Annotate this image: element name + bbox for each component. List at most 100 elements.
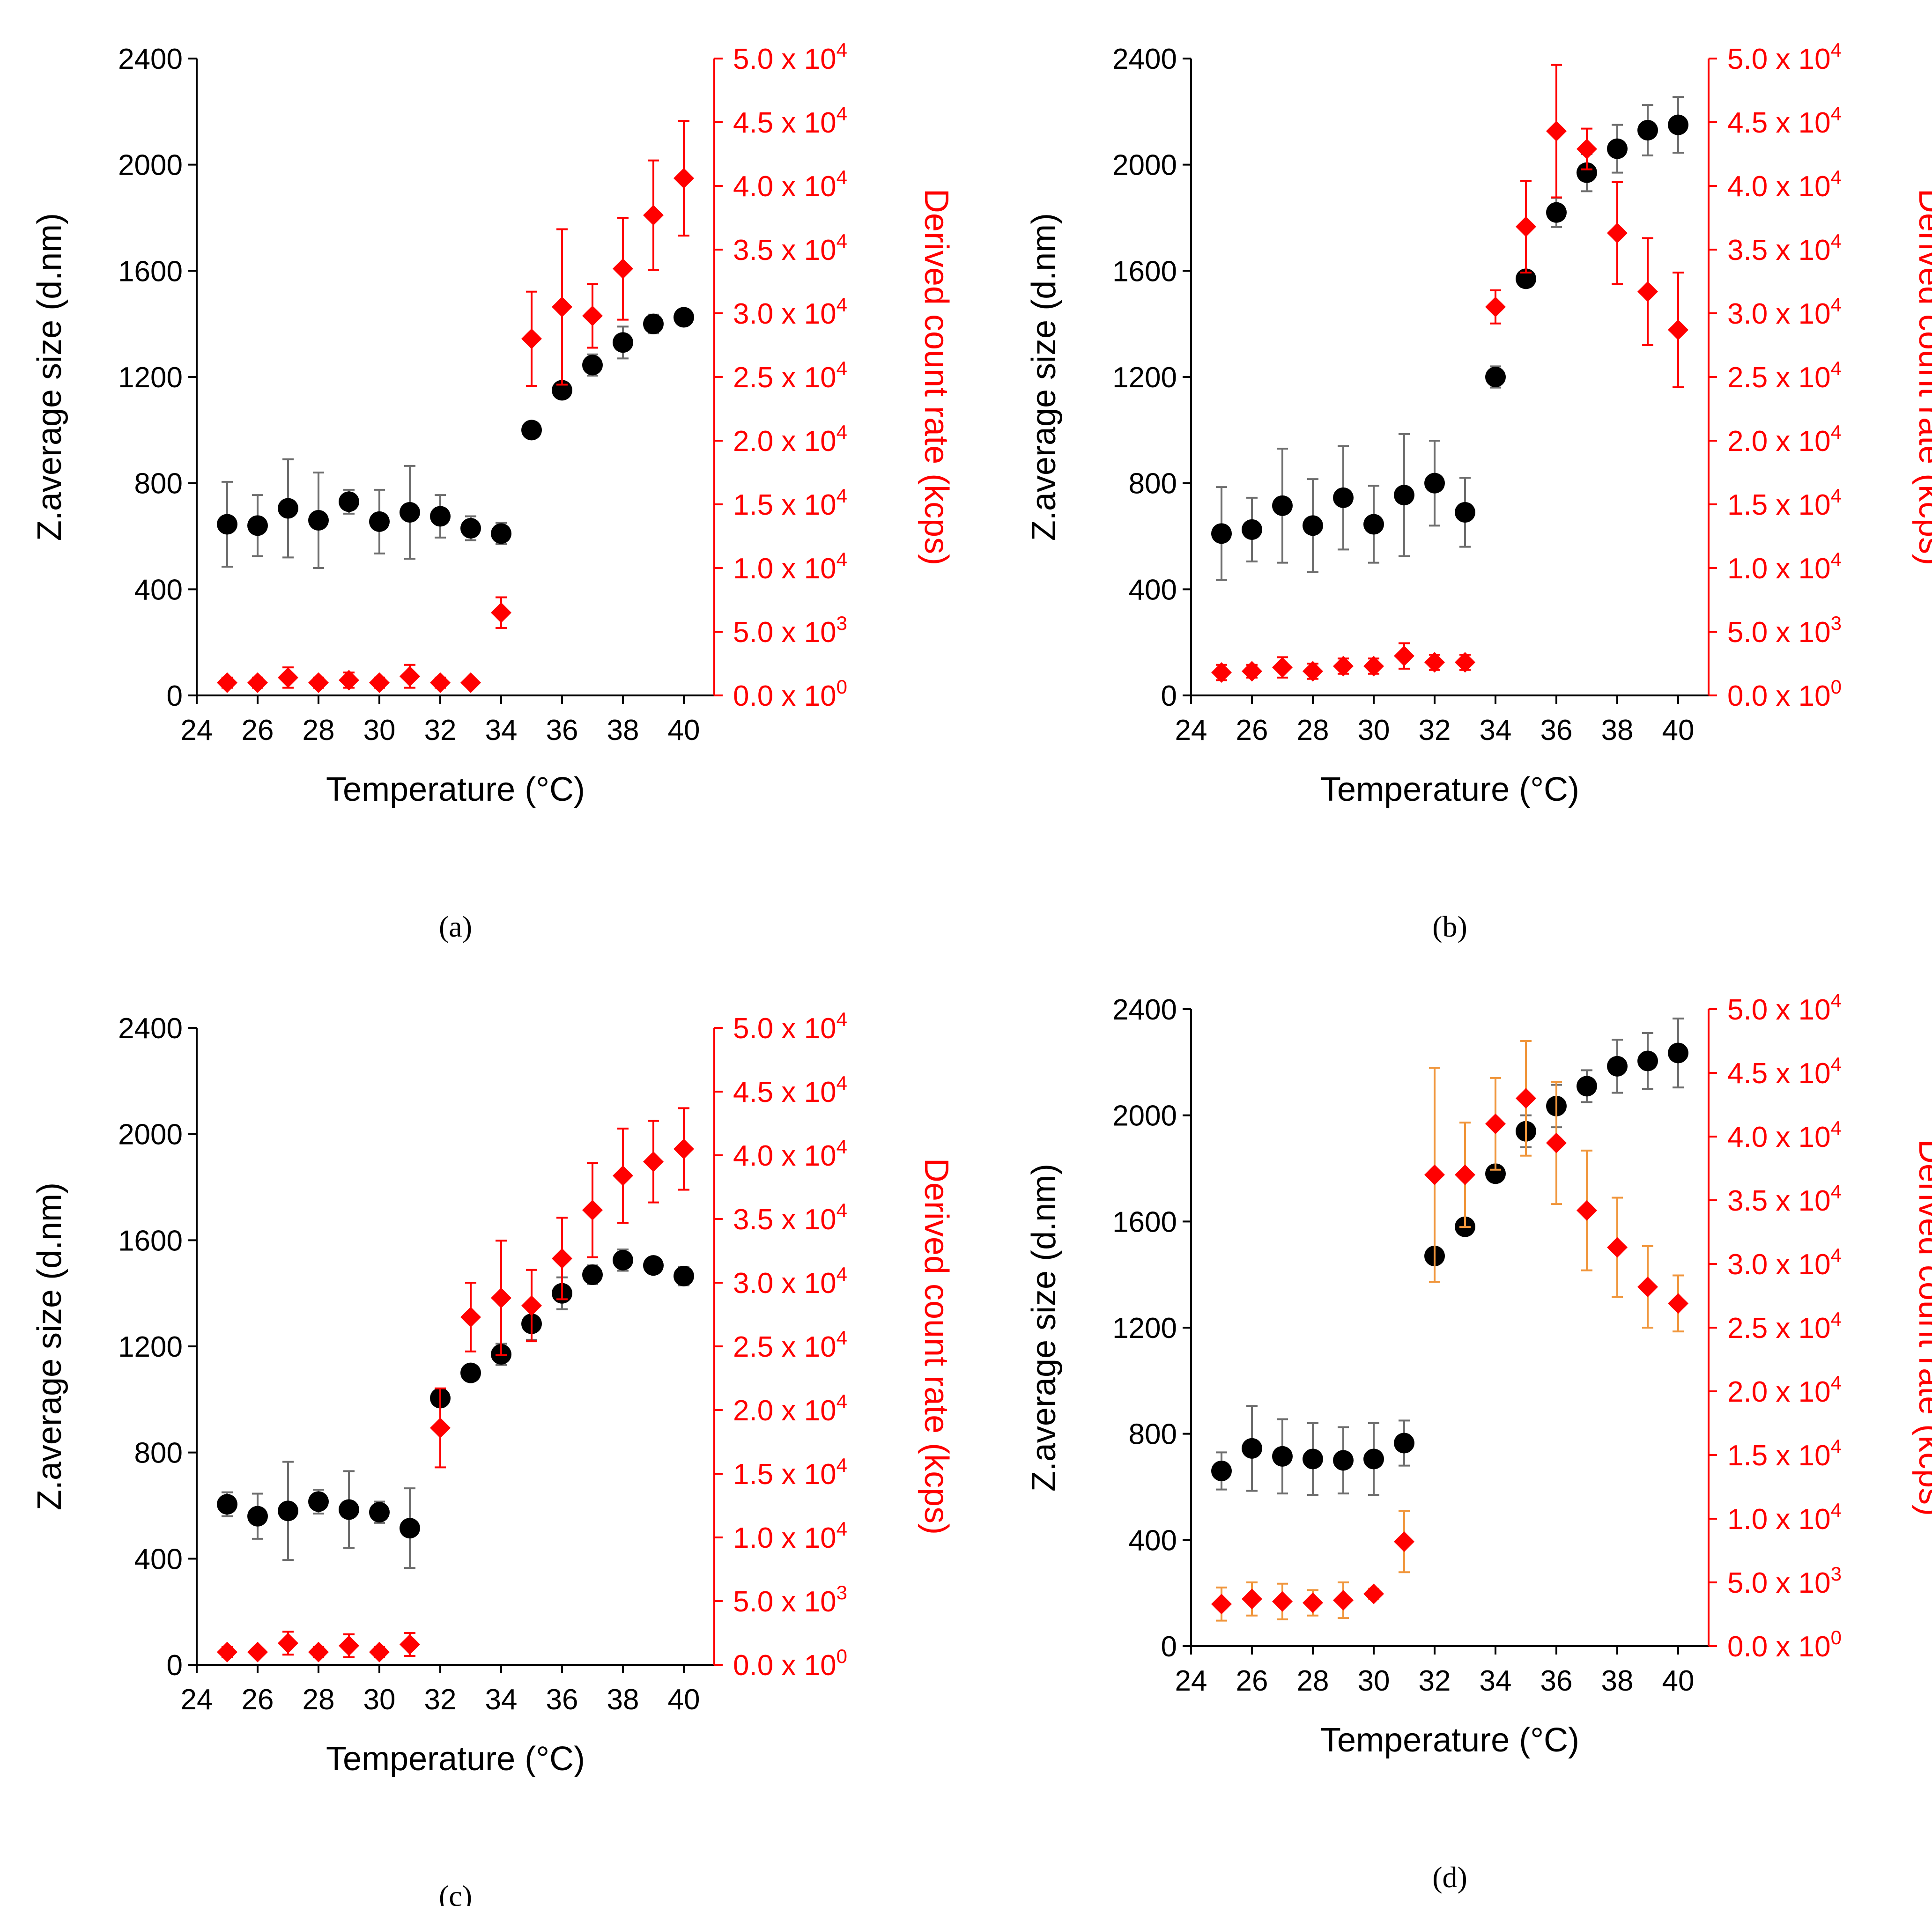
y2-tick-label: 2.5 x 104 xyxy=(1727,357,1842,394)
count-point xyxy=(1668,1293,1688,1314)
count-point xyxy=(1668,319,1688,340)
y2-tick-exponent: 4 xyxy=(836,39,847,61)
y-tick-label: 400 xyxy=(1129,574,1177,606)
x-tick-label: 28 xyxy=(303,1684,335,1716)
y2-tick-exponent: 4 xyxy=(1831,294,1842,316)
count-point xyxy=(643,1151,664,1172)
size-point xyxy=(1363,1448,1384,1470)
y2-tick-exponent: 4 xyxy=(1831,103,1842,125)
count-point xyxy=(278,667,298,688)
count-point xyxy=(430,1418,451,1439)
count-point xyxy=(1424,1164,1445,1185)
y2-tick-label: 2.0 x 104 xyxy=(1727,421,1842,458)
y2-tick-exponent: 4 xyxy=(836,1390,847,1412)
size-point xyxy=(1211,523,1232,544)
count-point xyxy=(1485,296,1506,318)
y2-tick-label: 1.0 x 104 xyxy=(733,1518,847,1554)
size-point xyxy=(460,1362,481,1383)
size-point xyxy=(643,313,664,334)
size-point xyxy=(1485,1163,1506,1184)
y2-tick-exponent: 0 xyxy=(836,1645,847,1667)
size-point xyxy=(1516,268,1536,289)
x-tick-label: 24 xyxy=(1175,714,1207,746)
y2-tick-label: 2.0 x 104 xyxy=(733,421,847,458)
count-point xyxy=(1394,1531,1414,1552)
count-point xyxy=(552,1248,572,1269)
x-axis-title: Temperature (°C) xyxy=(1320,771,1579,808)
count-point xyxy=(521,328,542,349)
x-tick-label: 26 xyxy=(1236,1665,1268,1697)
count-point xyxy=(1242,1588,1262,1610)
x-tick-label: 30 xyxy=(1358,714,1390,746)
x-tick-label: 30 xyxy=(363,714,396,746)
y2-tick-label: 4.0 x 104 xyxy=(1727,166,1842,203)
count-point xyxy=(247,1641,268,1662)
y2-tick-label: 3.0 x 104 xyxy=(1727,1244,1842,1281)
panel-label: (b) xyxy=(1432,910,1467,943)
count-point xyxy=(1546,121,1567,142)
y2-tick-exponent: 4 xyxy=(1831,1499,1842,1521)
size-point xyxy=(217,1494,237,1515)
x-tick-label: 24 xyxy=(181,714,213,746)
size-point xyxy=(674,307,694,328)
y2-tick-exponent: 4 xyxy=(836,1327,847,1349)
y2-tick-exponent: 4 xyxy=(836,421,847,443)
size-point xyxy=(339,1499,359,1520)
x-tick-label: 24 xyxy=(181,1684,213,1716)
y-axis-title: Z.average size (d.nm) xyxy=(31,1182,68,1510)
size-point xyxy=(369,1502,390,1523)
x-tick-label: 30 xyxy=(1358,1665,1390,1697)
y2-tick-label: 4.5 x 104 xyxy=(1727,103,1842,139)
size-point xyxy=(369,511,390,532)
count-point xyxy=(1516,216,1536,237)
y2-tick-exponent: 4 xyxy=(836,357,847,379)
size-point xyxy=(308,510,329,531)
count-point xyxy=(491,1287,511,1308)
x-tick-label: 32 xyxy=(1419,714,1451,746)
x-tick-label: 28 xyxy=(1297,714,1329,746)
y2-tick-exponent: 4 xyxy=(836,166,847,188)
y2-tick-label: 3.5 x 104 xyxy=(733,1199,847,1236)
x-tick-label: 36 xyxy=(546,1684,578,1716)
y2-tick-label: 0.0 x 100 xyxy=(1727,676,1842,712)
panel-label: (d) xyxy=(1432,1861,1467,1894)
y-tick-label: 1600 xyxy=(1112,1206,1177,1238)
y-tick-label: 2400 xyxy=(118,1012,183,1045)
y2-tick-label: 1.5 x 104 xyxy=(1727,485,1842,521)
x-tick-label: 26 xyxy=(1236,714,1268,746)
y2-tick-exponent: 4 xyxy=(1831,1053,1842,1075)
y2-tick-exponent: 0 xyxy=(836,676,847,698)
y2-tick-exponent: 4 xyxy=(836,1199,847,1221)
y2-tick-exponent: 4 xyxy=(1831,421,1842,443)
size-point xyxy=(643,1255,664,1276)
y2-axis-title: Derived count rate (kcps) xyxy=(918,189,955,565)
y2-axis-title: Derived count rate (kcps) xyxy=(1912,1139,1932,1516)
size-point xyxy=(1333,1450,1354,1471)
y2-tick-exponent: 4 xyxy=(836,294,847,316)
y-tick-label: 800 xyxy=(134,468,183,500)
y2-tick-exponent: 4 xyxy=(836,1263,847,1285)
size-point xyxy=(400,502,420,523)
count-point xyxy=(369,672,390,693)
y2-tick-exponent: 4 xyxy=(836,548,847,570)
y-tick-label: 2400 xyxy=(118,43,183,75)
count-point xyxy=(400,1634,420,1655)
count-point xyxy=(1455,1164,1475,1185)
count-point xyxy=(278,1633,298,1654)
x-tick-label: 28 xyxy=(303,714,335,746)
y2-tick-label: 3.0 x 104 xyxy=(1727,294,1842,330)
y2-tick-exponent: 4 xyxy=(836,230,847,252)
size-point xyxy=(1272,495,1293,516)
count-point xyxy=(1303,661,1323,682)
x-tick-label: 34 xyxy=(1480,714,1512,746)
count-point xyxy=(674,1138,694,1160)
x-tick-label: 38 xyxy=(607,714,639,746)
count-point xyxy=(1211,1594,1232,1615)
y2-tick-exponent: 4 xyxy=(1831,39,1842,61)
size-point xyxy=(1577,162,1597,183)
x-tick-label: 26 xyxy=(242,714,274,746)
count-point xyxy=(1363,1583,1384,1604)
